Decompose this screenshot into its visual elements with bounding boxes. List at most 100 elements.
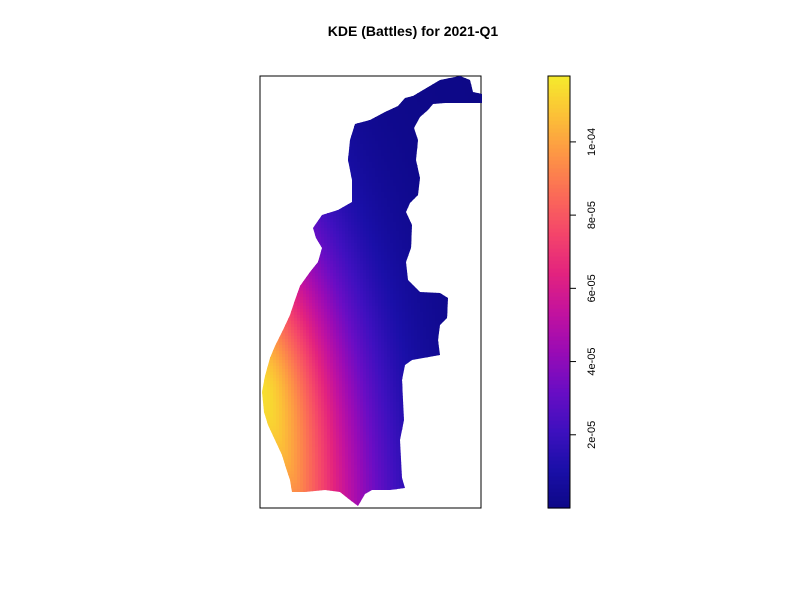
density-cell <box>387 84 391 88</box>
density-cell <box>360 162 364 166</box>
density-cell <box>273 189 277 193</box>
density-cell <box>321 156 325 160</box>
density-cell <box>387 228 391 232</box>
density-cell <box>465 120 469 124</box>
density-cell <box>288 99 292 103</box>
density-cell <box>327 105 331 109</box>
density-cell <box>465 144 469 148</box>
density-cell <box>267 123 271 127</box>
density-cell <box>459 76 463 79</box>
density-cell <box>438 237 442 241</box>
density-cell <box>297 144 301 148</box>
density-cell <box>297 252 301 256</box>
density-cell <box>405 105 409 109</box>
density-cell <box>402 210 406 214</box>
density-cell <box>282 123 286 127</box>
density-cell <box>282 126 286 130</box>
density-cell <box>432 186 436 190</box>
density-cell <box>384 147 388 151</box>
density-cell <box>297 165 301 169</box>
density-cell <box>477 147 481 151</box>
density-cell <box>369 135 373 139</box>
density-cell <box>273 108 277 112</box>
density-cell <box>432 87 436 91</box>
density-cell <box>426 228 430 232</box>
density-cell <box>426 108 430 112</box>
density-cell <box>414 93 418 97</box>
density-cell <box>414 186 418 190</box>
density-cell <box>273 165 277 169</box>
density-cell <box>333 90 337 94</box>
density-cell <box>351 141 355 145</box>
density-cell <box>384 231 388 235</box>
density-cell <box>363 264 367 268</box>
density-cell <box>429 93 433 97</box>
density-cell <box>327 240 331 244</box>
density-cell <box>438 147 442 151</box>
density-cell <box>309 102 313 106</box>
density-cell <box>342 117 346 121</box>
density-cell <box>462 243 466 247</box>
density-cell <box>420 141 424 145</box>
density-cell <box>321 72 325 76</box>
density-cell <box>432 153 436 157</box>
density-cell <box>262 96 265 100</box>
density-cell <box>267 267 271 271</box>
density-cell <box>300 99 304 103</box>
density-cell <box>345 132 349 136</box>
density-cell <box>300 261 304 265</box>
density-cell <box>288 177 292 181</box>
density-cell <box>402 99 406 103</box>
density-cell <box>399 216 403 220</box>
density-cell <box>312 204 316 208</box>
density-cell <box>303 114 307 118</box>
density-cell <box>306 96 310 100</box>
density-cell <box>312 105 316 109</box>
density-cell <box>417 174 421 178</box>
density-cell <box>468 159 472 163</box>
density-cell <box>375 249 379 253</box>
density-cell <box>408 258 412 262</box>
density-cell <box>435 123 439 127</box>
density-cell <box>402 153 406 157</box>
density-cell <box>315 219 319 223</box>
density-cell <box>342 192 346 196</box>
density-cell <box>417 111 421 115</box>
density-cell <box>474 171 478 175</box>
density-cell <box>417 105 421 109</box>
density-cell <box>402 78 406 82</box>
density-cell <box>423 255 427 259</box>
density-cell <box>306 147 310 151</box>
density-cell <box>309 195 313 199</box>
density-cell <box>267 90 271 94</box>
density-cell <box>336 198 340 202</box>
density-cell <box>384 141 388 145</box>
density-cell <box>423 177 427 181</box>
density-cell <box>294 195 298 199</box>
density-cell <box>276 150 280 154</box>
density-cell <box>282 183 286 187</box>
density-cell <box>264 249 268 253</box>
density-cell <box>408 186 412 190</box>
density-cell <box>462 129 466 133</box>
density-cell <box>378 243 382 247</box>
density-cell <box>384 228 388 232</box>
density-cell <box>372 147 376 151</box>
density-cell <box>429 153 433 157</box>
density-cell <box>399 156 403 160</box>
density-cell <box>396 255 400 259</box>
density-cell <box>411 99 415 103</box>
density-cell <box>408 135 412 139</box>
density-cell <box>288 168 292 172</box>
density-cell <box>456 72 460 76</box>
density-cell <box>270 264 274 268</box>
density-cell <box>270 147 274 151</box>
density-cell <box>276 186 280 190</box>
density-cell <box>459 150 463 154</box>
density-cell <box>372 90 376 94</box>
density-cell <box>306 138 310 142</box>
density-cell <box>345 192 349 196</box>
density-cell <box>312 117 316 121</box>
density-cell <box>333 87 337 91</box>
density-cell <box>336 255 340 259</box>
